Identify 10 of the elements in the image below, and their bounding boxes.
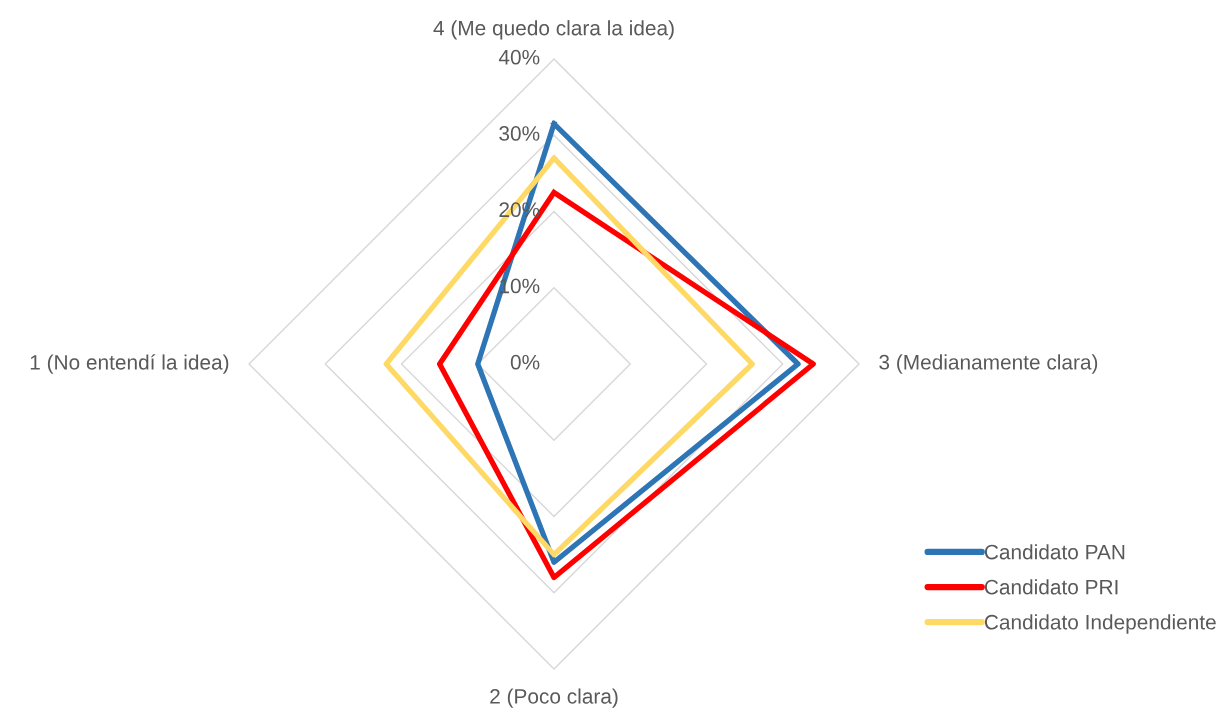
y-tick-label: 40%: [498, 49, 540, 65]
legend-label: Candidato Independiente: [984, 614, 1216, 634]
legend-label: Candidato PRI: [984, 579, 1118, 595]
spoke-label: 2 (Poco clara): [490, 688, 618, 708]
y-tick-label: 0%: [510, 354, 540, 370]
spoke-label: 4 (Me quedo clara la idea): [433, 20, 674, 40]
legend-label: Candidato PAN: [984, 544, 1125, 560]
spoke-label: 3 (Medianamente clara): [879, 354, 1098, 374]
y-tick-label: 30%: [499, 126, 540, 141]
spoke-label: 1 (No entendí la idea): [30, 354, 229, 374]
